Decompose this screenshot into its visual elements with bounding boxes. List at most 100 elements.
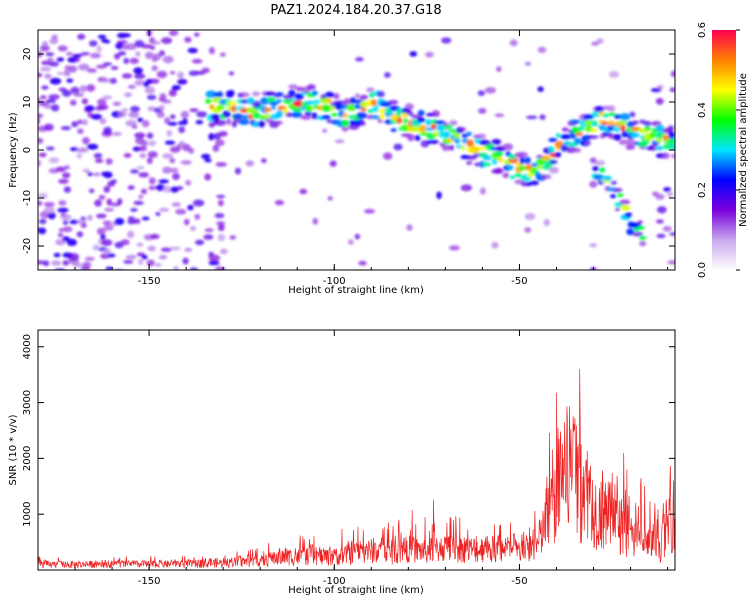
heatmap-cell-13: [38, 218, 47, 225]
snr-x-tick-label-0: -150: [138, 576, 161, 587]
heatmap-cell-218: [141, 216, 150, 221]
heatmap-cell-232: [146, 157, 153, 165]
heatmap-cell-557: [434, 120, 446, 125]
heatmap-cell-543: [426, 133, 436, 140]
heatmap-cell-120: [94, 158, 104, 164]
heatmap-cell-530: [407, 111, 414, 116]
colorbar-tick-label-0: 0.0: [697, 262, 708, 278]
heatmap-cell-338: [210, 113, 221, 122]
heatmap-cell-746: [618, 120, 628, 125]
heatmap-cell-492: [367, 109, 374, 113]
heatmap-cell-803: [667, 260, 675, 265]
heatmap-cell-649: [535, 158, 546, 166]
snr-y-label: SNR (10 * v/v): [8, 414, 19, 485]
heatmap-cell-294: [177, 71, 184, 79]
heatmap-cell-497: [372, 104, 380, 113]
heatmap-cell-717: [601, 175, 613, 181]
heatmap-cell-213: [134, 73, 146, 80]
heatmap-cell-215: [135, 51, 141, 57]
heatmap-cell-423: [291, 111, 303, 118]
heatmap-cell-728: [608, 120, 615, 127]
heatmap-cell-369: [228, 89, 235, 97]
heatmap-cell-173: [118, 51, 126, 56]
heatmap-cell-482: [354, 93, 361, 99]
heatmap-cell-564: [448, 245, 460, 251]
heatmap-cell-256: [158, 179, 169, 184]
heatmap-cell-439: [312, 217, 319, 225]
heatmap-cell-207: [136, 165, 145, 170]
heatmap-cell-253: [158, 254, 168, 260]
heatmap-cell-188: [127, 230, 135, 239]
heatmap-cell-323: [204, 228, 214, 233]
heatmap-cell-796: [662, 225, 672, 232]
heatmap-cell-381: [239, 92, 250, 98]
heatmap-cell-700: [590, 128, 598, 133]
heatmap-cell-38: [48, 157, 60, 164]
heatmap-cell-642: [524, 61, 532, 66]
heatmap-cell-306: [187, 204, 194, 211]
heatmap-cell-301: [182, 118, 188, 126]
heatmap-cell-88: [77, 128, 84, 134]
heatmap-cell-488: [359, 100, 368, 108]
heatmap-cell-539: [418, 124, 427, 132]
heatmap-cell-4: [38, 137, 44, 144]
heatmap-cell-262: [158, 50, 166, 57]
heatmap-cell-6: [38, 113, 44, 119]
heatmap-cell-634: [516, 151, 528, 158]
heatmap-cell-154: [103, 126, 112, 134]
heatmap-cell-665: [555, 152, 562, 158]
heatmap-cell-191: [130, 207, 138, 212]
heatmap-cell-144: [101, 239, 113, 247]
heatmap-cell-415: [282, 107, 288, 114]
heatmap-cell-263: [160, 247, 172, 252]
heatmap-cell-736: [613, 133, 622, 141]
heatmap-cell-79: [70, 99, 77, 106]
heatmap-cell-457: [330, 113, 339, 117]
heatmap-cell-741: [620, 204, 631, 211]
heatmap-cell-143: [103, 248, 112, 255]
heatmap-cell-745: [620, 124, 626, 132]
heatmap-cell-595: [477, 133, 487, 140]
heatmap-cell-460: [333, 93, 340, 100]
snr-x-ticks: -150 -100 -50: [37, 330, 669, 587]
colorbar-bar: [712, 30, 736, 270]
heatmap-cell-103: [81, 98, 89, 105]
heatmap-cell-39: [50, 104, 60, 112]
heatmap-cell-84: [76, 231, 84, 238]
heatmap-cell-734: [617, 193, 624, 198]
heatmap-cell-510: [384, 72, 391, 78]
heatmap-cell-540: [416, 117, 426, 123]
heatmap-cell-601: [482, 141, 492, 145]
heatmap-cell-115: [86, 68, 97, 73]
heatmap-cell-251: [152, 53, 162, 61]
heatmap-cell-584: [465, 131, 472, 136]
heatmap-cell-425: [292, 100, 304, 108]
heatmap-cell-682: [569, 119, 581, 124]
heatmap-cell-161: [111, 179, 118, 184]
heatmap-cell-100: [82, 137, 90, 145]
heatmap-cell-145: [103, 224, 114, 231]
heatmap-cell-390: [251, 100, 262, 109]
heatmap-cell-78: [71, 121, 79, 128]
heatmap-cell-468: [342, 113, 348, 118]
heatmap-cell-685: [578, 125, 585, 132]
snr-frame: [37, 329, 676, 571]
heatmap-cell-23: [40, 44, 50, 52]
heatmap-cell-277: [172, 172, 180, 181]
heatmap-cell-531: [404, 103, 414, 110]
heatmap-cell-495: [366, 87, 375, 93]
heatmap-cell-283: [168, 89, 177, 97]
heatmap-cell-42: [48, 61, 60, 67]
heatmap-cell-25: [47, 212, 56, 220]
heatmap-cell-675: [569, 132, 577, 139]
heatmap-cell-572: [453, 131, 461, 139]
heatmap-cell-661: [549, 160, 558, 164]
heatmap-cell-486: [356, 112, 368, 119]
heatmap-cell-426: [294, 93, 304, 100]
heatmap-cell-217: [141, 254, 148, 260]
heatmap-cell-21: [39, 66, 52, 72]
heatmap-cell-516: [393, 143, 403, 151]
heatmap-cell-350: [215, 162, 227, 167]
heatmap-cell-793: [655, 124, 665, 132]
